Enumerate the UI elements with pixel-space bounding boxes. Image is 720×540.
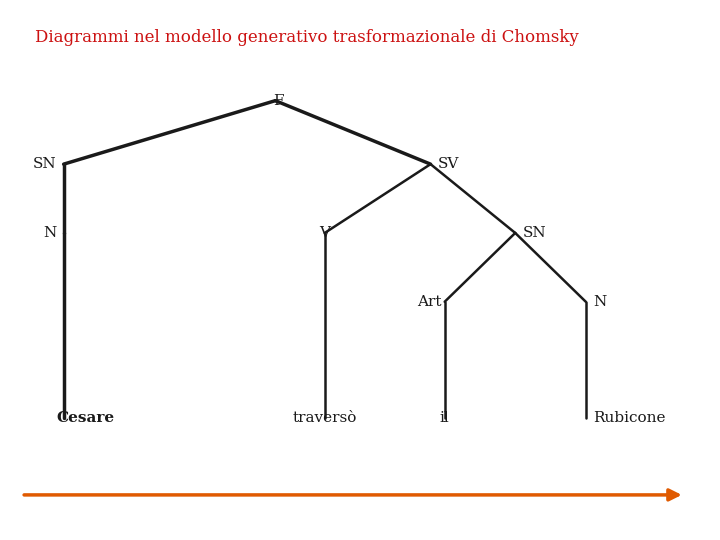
Text: N: N xyxy=(593,295,606,309)
Text: F: F xyxy=(274,93,284,107)
Text: il: il xyxy=(440,411,449,425)
Text: Cesare: Cesare xyxy=(57,411,114,425)
Text: N: N xyxy=(43,226,57,240)
Text: SN: SN xyxy=(33,157,57,171)
Text: Rubicone: Rubicone xyxy=(593,411,665,425)
Text: Art: Art xyxy=(417,295,441,309)
Text: V: V xyxy=(319,226,330,240)
Text: traversò: traversò xyxy=(292,411,357,425)
Text: Diagrammi nel modello generativo trasformazionale di Chomsky: Diagrammi nel modello generativo trasfor… xyxy=(35,29,579,46)
Text: SV: SV xyxy=(438,157,459,171)
Text: SN: SN xyxy=(522,226,546,240)
